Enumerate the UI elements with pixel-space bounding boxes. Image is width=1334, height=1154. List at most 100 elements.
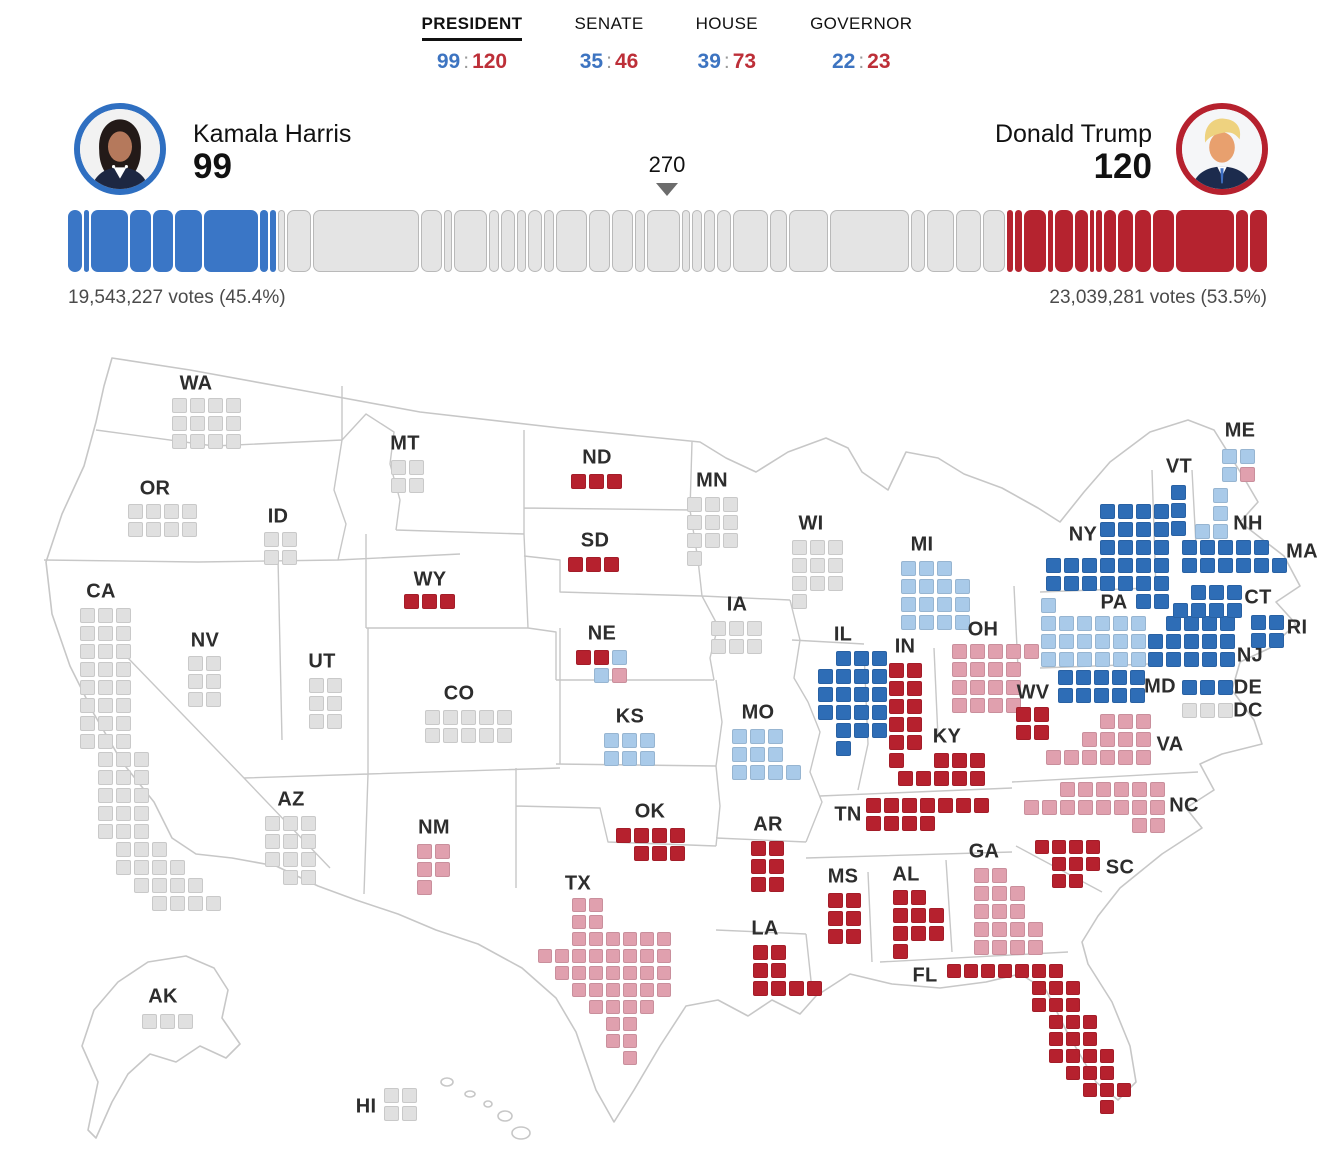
ev-square-fl[interactable] <box>1032 964 1046 978</box>
ev-square-il[interactable] <box>872 687 887 702</box>
ev-square-tx[interactable] <box>606 932 620 946</box>
ev-square-il[interactable] <box>854 687 869 702</box>
ev-square-pa[interactable] <box>1059 634 1074 649</box>
ev-square-nc[interactable] <box>1150 818 1165 833</box>
ev-square-mi[interactable] <box>955 597 970 612</box>
ev-square-ny[interactable] <box>1118 576 1133 591</box>
ev-square-nm[interactable] <box>417 880 432 895</box>
bar-segment-wa[interactable] <box>956 210 982 272</box>
bar-segment-mn[interactable] <box>588 210 611 272</box>
ev-square-mn[interactable] <box>705 515 720 530</box>
ev-square-nj[interactable] <box>1184 616 1199 631</box>
ev-square-fl[interactable] <box>1049 964 1063 978</box>
ev-square-ok[interactable] <box>652 828 667 843</box>
ev-square-sc[interactable] <box>1086 840 1100 854</box>
ev-square-mi[interactable] <box>937 561 952 576</box>
ev-square-mi[interactable] <box>919 615 934 630</box>
ev-square-fl[interactable] <box>1083 1032 1097 1046</box>
ev-square-oh[interactable] <box>988 644 1003 659</box>
ev-square-la[interactable] <box>771 963 786 978</box>
ev-square-wy[interactable] <box>422 594 437 609</box>
ev-square-nj[interactable] <box>1166 652 1181 667</box>
ev-square-md[interactable] <box>1130 670 1145 685</box>
ev-square-tx[interactable] <box>623 932 637 946</box>
ev-square-ma[interactable] <box>1254 540 1269 555</box>
ev-square-ca[interactable] <box>134 842 149 857</box>
tab-governor[interactable]: GOVERNOR 22:23 <box>810 14 912 74</box>
ev-square-nj[interactable] <box>1148 652 1163 667</box>
ev-square-ny[interactable] <box>1046 576 1061 591</box>
bar-segment-ks[interactable] <box>528 210 542 272</box>
ev-square-ct[interactable] <box>1191 585 1206 600</box>
ev-square-la[interactable] <box>789 981 804 996</box>
ev-square-nh[interactable] <box>1213 524 1228 539</box>
bar-segment-wy[interactable] <box>1006 210 1013 272</box>
ev-square-wy[interactable] <box>404 594 419 609</box>
ev-square-sc[interactable] <box>1069 840 1083 854</box>
ev-square-ok[interactable] <box>670 846 685 861</box>
ev-square-wa[interactable] <box>190 434 205 449</box>
ev-square-md[interactable] <box>1058 688 1073 703</box>
ev-square-in[interactable] <box>907 735 922 750</box>
ev-square-fl[interactable] <box>1049 1049 1063 1063</box>
ev-square-wa[interactable] <box>208 434 223 449</box>
ev-square-wv[interactable] <box>1016 707 1031 722</box>
ev-square-ca[interactable] <box>80 662 95 677</box>
ev-square-ny[interactable] <box>1046 558 1061 573</box>
ev-square-wa[interactable] <box>208 416 223 431</box>
ev-square-ca[interactable] <box>80 644 95 659</box>
ev-square-ne[interactable] <box>594 650 609 665</box>
ev-square-fl[interactable] <box>1083 1083 1097 1097</box>
ev-square-in[interactable] <box>889 699 904 714</box>
ev-square-tx[interactable] <box>623 1051 637 1065</box>
ev-square-oh[interactable] <box>988 698 1003 713</box>
ev-square-ca[interactable] <box>116 842 131 857</box>
ev-square-tn[interactable] <box>884 798 899 813</box>
ev-square-ca[interactable] <box>116 824 131 839</box>
ev-square-pa[interactable] <box>1077 652 1092 667</box>
ev-square-va[interactable] <box>1082 750 1097 765</box>
ev-square-sc[interactable] <box>1052 874 1066 888</box>
ev-square-fl[interactable] <box>1066 1015 1080 1029</box>
ev-square-ca[interactable] <box>116 716 131 731</box>
ev-square-pa[interactable] <box>1041 616 1056 631</box>
ev-square-ks[interactable] <box>622 751 637 766</box>
bar-segment-nm[interactable] <box>703 210 716 272</box>
ev-square-la[interactable] <box>753 981 768 996</box>
ev-square-wy[interactable] <box>440 594 455 609</box>
ev-square-tx[interactable] <box>623 1017 637 1031</box>
ev-square-ok[interactable] <box>652 846 667 861</box>
ev-square-ny[interactable] <box>1100 558 1115 573</box>
ev-square-fl[interactable] <box>981 964 995 978</box>
ev-square-ca[interactable] <box>152 842 167 857</box>
ev-square-nc[interactable] <box>1132 782 1147 797</box>
ev-square-ar[interactable] <box>751 877 766 892</box>
bar-segment-mt[interactable] <box>635 210 646 272</box>
ev-square-co[interactable] <box>425 728 440 743</box>
ev-square-tx[interactable] <box>623 949 637 963</box>
ev-square-pa[interactable] <box>1059 652 1074 667</box>
ev-square-tx[interactable] <box>623 1000 637 1014</box>
tab-senate[interactable]: SENATE 35:46 <box>574 14 643 74</box>
ev-square-ca[interactable] <box>188 878 203 893</box>
bar-segment-nd[interactable] <box>1096 210 1103 272</box>
ev-square-mo[interactable] <box>732 729 747 744</box>
bar-segment-vt[interactable] <box>269 210 276 272</box>
ev-square-fl[interactable] <box>1049 1015 1063 1029</box>
ev-square-al[interactable] <box>929 926 944 941</box>
tab-president[interactable]: PRESIDENT 99:120 <box>421 14 523 74</box>
ev-square-wa[interactable] <box>226 398 241 413</box>
ev-square-nm[interactable] <box>435 844 450 859</box>
ev-square-mt[interactable] <box>391 478 406 493</box>
bar-segment-fl[interactable] <box>1175 210 1234 272</box>
ev-square-fl[interactable] <box>1083 1066 1097 1080</box>
ev-square-tn[interactable] <box>956 798 971 813</box>
ev-square-mo[interactable] <box>786 765 801 780</box>
ev-square-pa[interactable] <box>1059 616 1074 631</box>
ev-square-la[interactable] <box>807 981 822 996</box>
ev-square-al[interactable] <box>929 908 944 923</box>
ev-square-ca[interactable] <box>98 806 113 821</box>
ev-square-nd[interactable] <box>589 474 604 489</box>
ev-square-ny[interactable] <box>1154 558 1169 573</box>
ev-square-nc[interactable] <box>1150 782 1165 797</box>
